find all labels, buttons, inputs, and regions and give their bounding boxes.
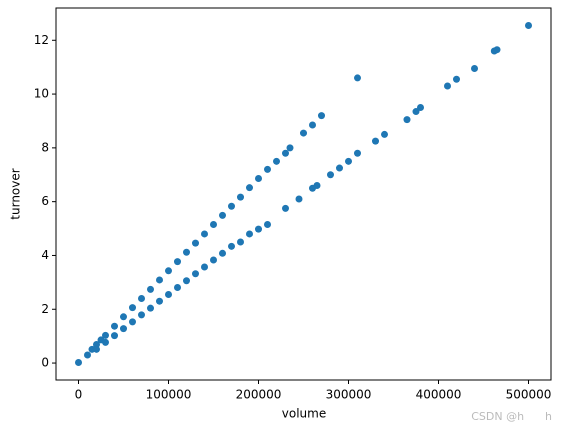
point <box>165 267 172 275</box>
point <box>237 238 244 246</box>
point <box>219 249 226 257</box>
watermark: CSDN @h h <box>471 410 552 423</box>
point <box>165 290 172 298</box>
y-tick-label: 10 <box>34 87 49 101</box>
point <box>219 211 226 219</box>
point <box>336 164 343 172</box>
point <box>174 283 181 291</box>
point <box>192 270 199 278</box>
point <box>255 225 262 233</box>
point <box>120 325 127 333</box>
x-tick-label: 100000 <box>146 388 192 402</box>
point <box>156 297 163 305</box>
point <box>147 304 154 312</box>
point <box>246 184 253 192</box>
x-tick-label: 500000 <box>506 388 552 402</box>
y-tick-label: 2 <box>41 302 49 316</box>
point <box>453 75 460 83</box>
point <box>210 221 217 229</box>
point <box>412 108 420 116</box>
point <box>246 230 253 238</box>
point <box>345 157 352 165</box>
point <box>228 202 235 210</box>
point <box>129 304 136 312</box>
point <box>201 263 208 271</box>
point <box>417 104 424 112</box>
point <box>201 230 208 238</box>
point <box>295 195 303 203</box>
x-tick-label: 400000 <box>416 388 462 402</box>
point <box>93 345 100 353</box>
x-axis-label: volume <box>282 407 326 421</box>
point <box>255 175 262 183</box>
y-axis-label: turnover <box>9 168 23 219</box>
point <box>273 157 280 165</box>
x-tick-label: 300000 <box>326 388 372 402</box>
point <box>403 116 411 124</box>
point <box>120 313 127 321</box>
point <box>138 311 145 319</box>
point <box>493 46 501 54</box>
point <box>111 332 118 340</box>
point <box>471 65 478 73</box>
point <box>318 112 325 120</box>
point <box>228 242 235 250</box>
x-tick-label: 0 <box>75 388 83 402</box>
point <box>327 171 334 179</box>
point <box>102 331 109 339</box>
point <box>183 248 190 256</box>
point <box>313 182 321 190</box>
point <box>192 239 199 247</box>
point <box>282 149 289 157</box>
point <box>75 359 82 367</box>
point <box>129 318 136 326</box>
point <box>138 294 145 302</box>
y-tick-label: 8 <box>41 140 49 154</box>
point <box>354 149 361 157</box>
point <box>237 193 244 201</box>
point <box>102 338 109 346</box>
x-tick-label: 200000 <box>236 388 282 402</box>
point <box>210 256 217 264</box>
plot-frame <box>55 7 552 381</box>
point <box>354 74 361 82</box>
y-tick-label: 12 <box>34 33 49 47</box>
y-tick-label: 6 <box>41 194 49 208</box>
point <box>174 258 181 266</box>
y-tick-label: 4 <box>41 248 49 262</box>
point <box>525 21 532 29</box>
point <box>300 129 307 137</box>
point <box>84 351 91 359</box>
y-tick-label: 0 <box>41 356 49 370</box>
point <box>372 137 379 145</box>
point <box>309 121 316 129</box>
point <box>381 130 388 138</box>
point <box>282 204 289 212</box>
point <box>111 322 118 330</box>
point <box>93 340 100 348</box>
point <box>156 276 163 284</box>
point <box>264 165 271 173</box>
point <box>183 277 190 285</box>
point <box>264 221 271 229</box>
point <box>444 82 451 90</box>
point <box>286 144 294 152</box>
point <box>147 285 154 293</box>
